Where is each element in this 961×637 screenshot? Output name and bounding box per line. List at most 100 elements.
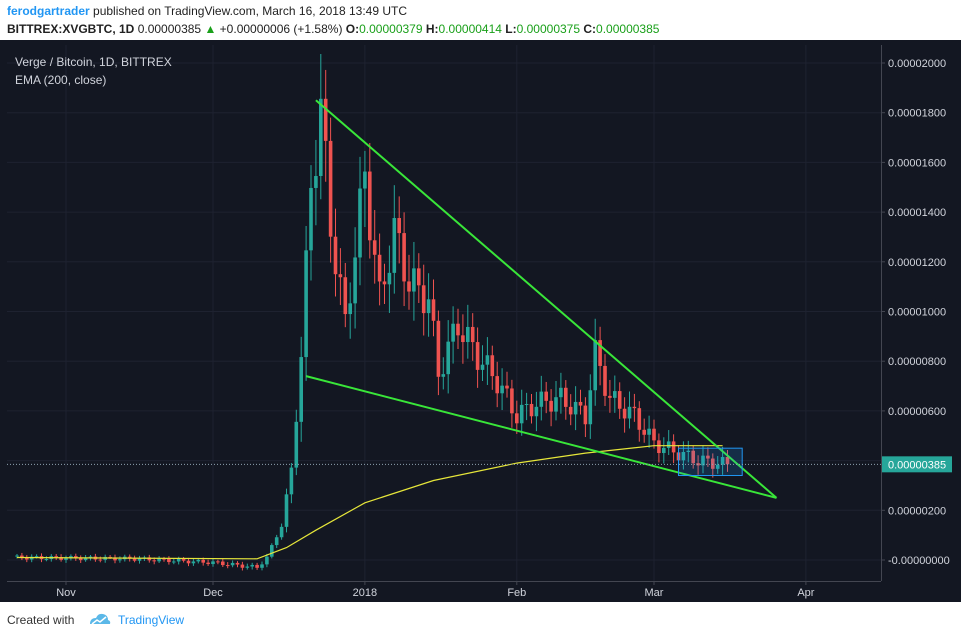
price-axis[interactable]: 0.00002000 0.00001800 0.00001600 0.00001400… [881, 45, 961, 581]
candle-body [529, 403, 534, 417]
candle-body [446, 341, 450, 375]
candle-body [157, 558, 161, 562]
price-tick-label: 0.00001000 [888, 307, 946, 319]
published-text: published on TradingView.com, March 16, … [93, 4, 407, 18]
candle-body [152, 560, 156, 562]
candle-body [564, 387, 568, 407]
candle-body [25, 558, 29, 560]
candle-body [118, 559, 122, 561]
candle-body [485, 355, 490, 365]
candle-body [696, 463, 700, 466]
change-text: +0.00000006 (+1.58%) [219, 22, 343, 36]
trendline [315, 99, 778, 499]
time-axis-svg: Nov Dec 2018 Feb Mar Apr [7, 581, 881, 602]
candle-body [333, 236, 338, 275]
symbol-label: BITTREX:XVGBTC, 1D [7, 22, 135, 36]
symbol-line: BITTREX:XVGBTC, 1D 0.00000385 ▲ +0.00000… [7, 22, 659, 36]
candle-body [167, 558, 171, 563]
candle-body [44, 559, 49, 561]
candle-body [113, 557, 117, 561]
low-value: 0.00000375 [516, 22, 581, 36]
candle-body [172, 561, 176, 563]
candle-body [319, 98, 323, 177]
candle-body [436, 320, 441, 377]
time-axis-bg [7, 581, 881, 602]
candle-body [490, 355, 495, 377]
candle-body [647, 428, 651, 435]
candle-body [657, 440, 661, 454]
candle-body [544, 391, 548, 401]
candle-body [613, 391, 617, 398]
candle-body [593, 340, 597, 391]
candle-body [176, 558, 181, 562]
candle-body [377, 254, 382, 282]
candle-body [515, 413, 519, 424]
time-tick-label: Mar [645, 587, 664, 599]
candle-body [559, 387, 563, 398]
open-value: 0.00000379 [359, 22, 423, 36]
series-legend[interactable]: Verge / Bitcoin, 1D, BITTREX [15, 55, 172, 69]
candle-body [392, 218, 397, 273]
time-tick-label: Dec [203, 587, 223, 599]
close-label: C: [583, 22, 597, 36]
time-tick-label: 2018 [353, 587, 377, 599]
open-label: O: [345, 22, 360, 36]
candle-body [274, 537, 279, 546]
candle-body [686, 450, 691, 452]
candle-body [186, 560, 191, 564]
candle-body [309, 187, 313, 251]
candle-body [314, 176, 318, 188]
candle-body [147, 557, 152, 561]
candle-body [466, 326, 470, 343]
candle-body [338, 274, 343, 278]
candle-body [608, 395, 612, 398]
candle-body [382, 281, 387, 285]
candle-body [578, 401, 583, 406]
candle-body [715, 464, 720, 469]
candle-body [387, 272, 392, 285]
candle-body [299, 357, 303, 422]
candle-body [407, 281, 411, 292]
candle-body [78, 558, 83, 561]
candle-body [162, 558, 166, 560]
tradingview-logo-icon[interactable] [88, 610, 112, 630]
tradingview-link[interactable]: TradingView [118, 613, 185, 627]
candle-body [323, 98, 328, 141]
high-label: H: [425, 22, 439, 36]
candle-body [358, 188, 362, 258]
time-tick-label: Apr [797, 587, 814, 599]
candle-body [206, 562, 210, 565]
candle-body [441, 374, 446, 377]
author-link[interactable]: ferodgartrader [7, 4, 90, 18]
price-tick-label: 0.00000200 [888, 505, 946, 517]
up-arrow-icon: ▲ [204, 22, 217, 36]
candle-body [225, 565, 230, 567]
candle-body [480, 364, 485, 370]
trendline [305, 375, 777, 499]
candle-body [681, 451, 686, 461]
indicator-legend[interactable]: EMA (200, close) [15, 73, 107, 87]
candle-body [255, 564, 259, 568]
low-label: L: [505, 22, 517, 36]
candle-body [54, 556, 58, 558]
candle-body [64, 558, 68, 560]
candle-body [632, 406, 637, 409]
candle-body [348, 303, 352, 315]
candle-body [671, 441, 676, 453]
candle-body [554, 397, 558, 412]
candle-body [279, 526, 284, 538]
candle-body [15, 555, 19, 557]
candle-body [510, 388, 514, 414]
candle-body [539, 391, 544, 407]
candle-body [475, 342, 480, 370]
candle-body [495, 376, 499, 394]
time-axis[interactable]: Nov Dec 2018 Feb Mar Apr [7, 581, 881, 602]
candle-body [230, 562, 235, 566]
candle-body [652, 428, 656, 441]
candle-body [137, 558, 142, 561]
plot-area[interactable] [7, 45, 881, 581]
candle-body [588, 390, 593, 425]
price-tick-label: 0.00000800 [888, 356, 946, 368]
candle-body [83, 557, 88, 561]
highlight-rectangle [678, 447, 743, 477]
